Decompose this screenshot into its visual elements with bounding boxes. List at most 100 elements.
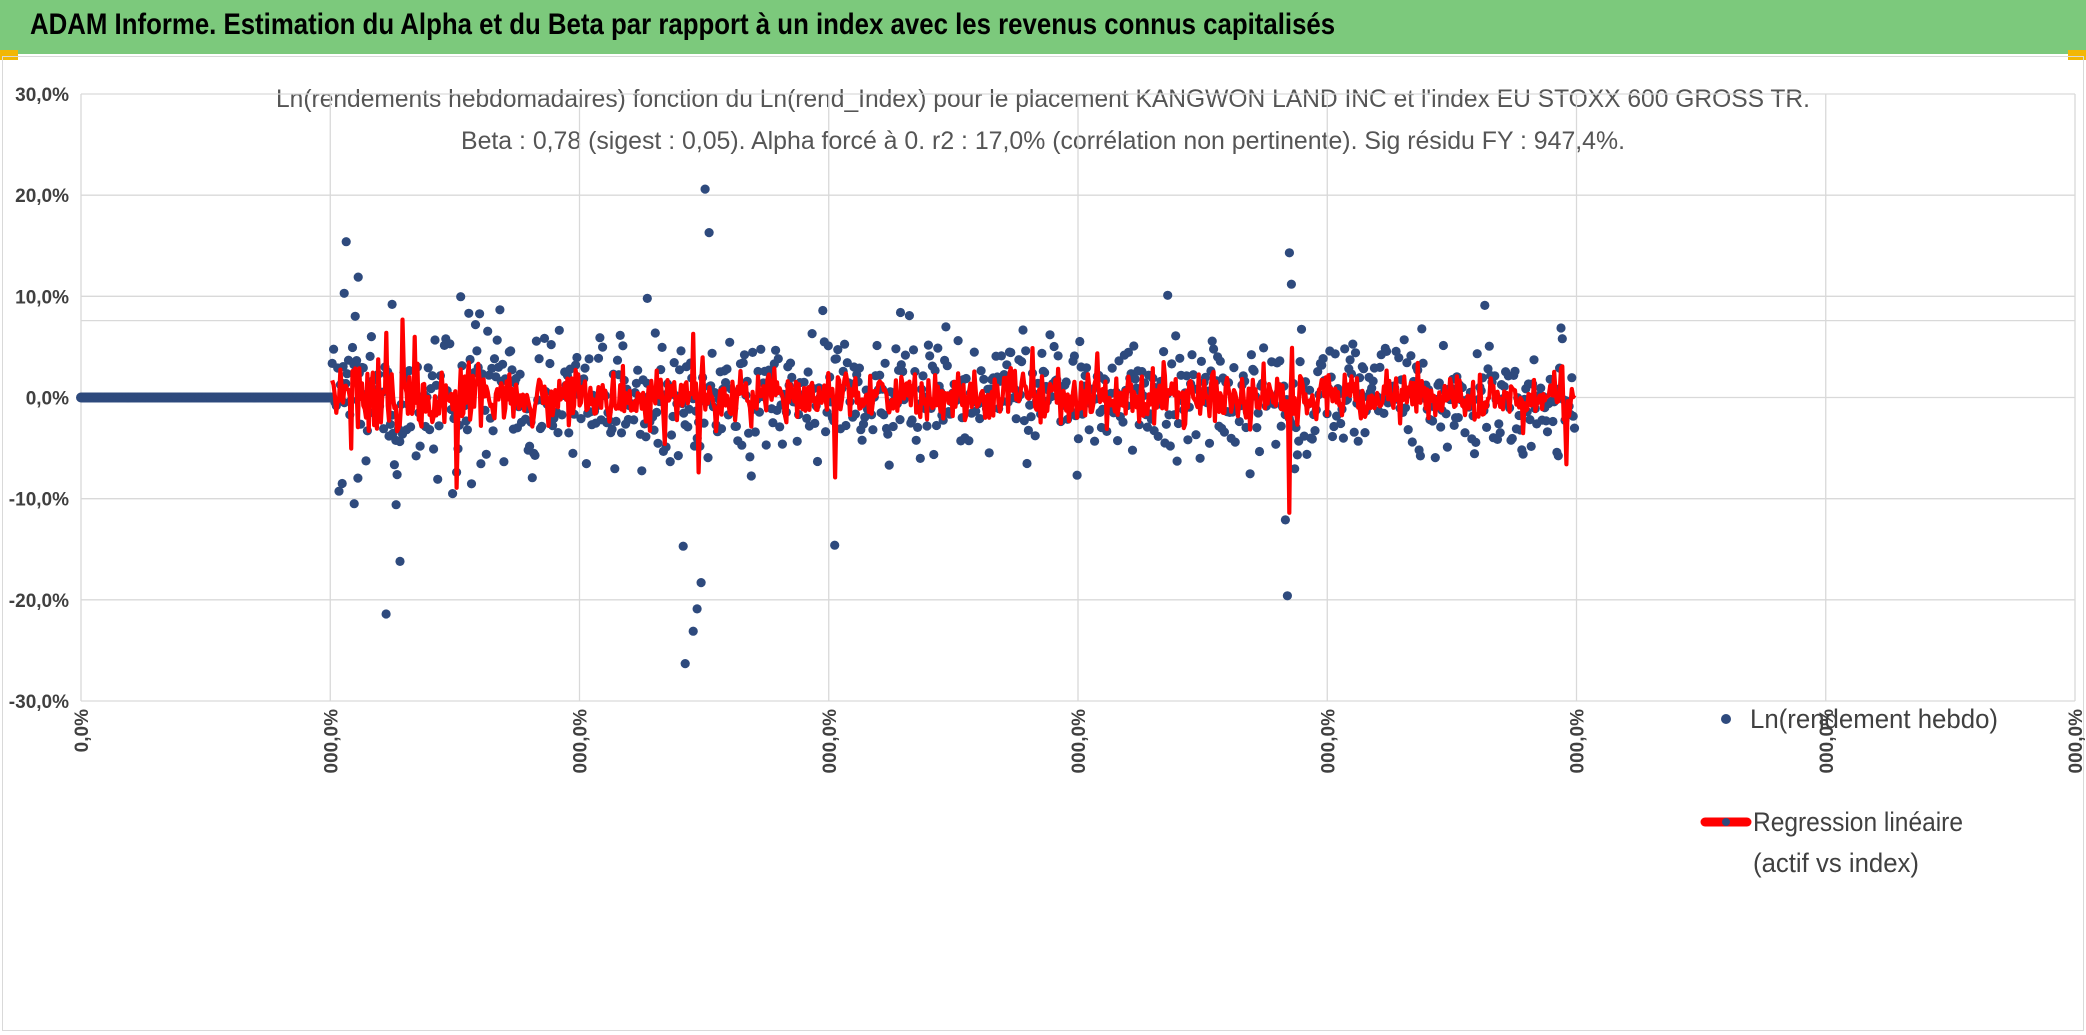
data-point	[1402, 358, 1412, 368]
data-point	[665, 457, 675, 467]
data-point	[1507, 433, 1517, 444]
data-point	[1234, 416, 1244, 427]
corner-accent-top-right	[2068, 50, 2086, 60]
data-point	[641, 432, 651, 442]
data-point	[858, 419, 869, 429]
data-point	[611, 416, 621, 426]
data-point	[1307, 434, 1317, 444]
data-point	[593, 353, 604, 363]
data-point	[692, 604, 702, 614]
x-tick-label: 000,0%	[820, 709, 841, 774]
data-point	[389, 460, 399, 470]
data-point	[1127, 445, 1138, 455]
data-point	[1026, 412, 1036, 422]
data-point	[1302, 449, 1312, 459]
y-tick-label: 10,0%	[15, 287, 69, 308]
data-point	[854, 363, 865, 373]
data-point	[929, 449, 939, 460]
data-point	[1017, 357, 1027, 367]
x-tick-label: 0,0%	[72, 709, 93, 752]
data-point	[745, 452, 755, 462]
data-point	[1053, 351, 1063, 361]
y-tick-label: 0,0%	[26, 389, 69, 410]
data-point	[462, 425, 472, 435]
x-tick-label: 000,0%	[571, 709, 592, 774]
data-point	[1434, 378, 1444, 388]
data-point	[922, 421, 932, 431]
data-point	[427, 371, 437, 381]
data-point	[1382, 346, 1392, 356]
data-point	[768, 418, 778, 428]
data-point	[616, 428, 627, 438]
regression-line-path	[330, 317, 1577, 515]
data-point	[810, 418, 820, 428]
x-tick-label: 000,0%	[1568, 709, 1589, 774]
data-point	[349, 499, 359, 509]
data-point	[1353, 436, 1363, 446]
data-point	[1460, 428, 1470, 438]
data-point	[895, 415, 905, 425]
data-point	[1153, 431, 1163, 441]
data-point	[1394, 353, 1404, 363]
data-point	[1209, 344, 1219, 354]
data-point	[1195, 453, 1205, 463]
data-point	[392, 470, 402, 480]
data-point	[554, 325, 564, 335]
data-point	[1090, 436, 1100, 446]
y-tick-label: 30,0%	[15, 85, 69, 106]
data-point	[953, 336, 963, 346]
data-point	[1368, 376, 1378, 386]
data-point	[857, 435, 867, 445]
data-point	[652, 407, 662, 417]
data-point	[1349, 427, 1359, 437]
data-point	[1123, 347, 1133, 357]
data-point	[1069, 351, 1079, 361]
data-point	[537, 421, 547, 431]
data-point	[933, 343, 943, 353]
data-point	[942, 361, 952, 371]
data-point	[931, 420, 942, 431]
data-point	[1061, 377, 1071, 387]
data-point	[1526, 441, 1536, 451]
data-point	[1230, 437, 1240, 447]
corner-accent-top-left	[0, 50, 18, 60]
data-point	[1282, 591, 1292, 601]
data-point	[1284, 248, 1294, 258]
data-point	[1006, 347, 1016, 358]
data-point	[1449, 420, 1459, 430]
data-point	[1403, 425, 1413, 435]
data-point	[534, 354, 544, 364]
data-point	[572, 352, 582, 363]
data-point	[1167, 359, 1177, 369]
data-point	[807, 329, 817, 339]
data-point	[353, 473, 363, 483]
data-point	[430, 335, 440, 345]
data-point	[1037, 348, 1047, 358]
data-point	[1484, 341, 1494, 351]
data-point	[1338, 433, 1348, 443]
data-point	[415, 441, 425, 451]
data-point	[976, 366, 986, 376]
data-point	[1295, 357, 1305, 367]
data-point	[470, 320, 481, 330]
data-point	[581, 459, 592, 469]
x-tick-label: 000,0%	[1318, 709, 1339, 774]
data-point	[831, 354, 842, 364]
data-point	[700, 184, 710, 194]
data-point	[1406, 351, 1416, 361]
data-point	[879, 410, 889, 420]
data-point	[395, 436, 405, 447]
data-point	[1018, 325, 1028, 335]
data-point	[1084, 425, 1094, 435]
data-point	[342, 369, 352, 379]
data-point	[618, 341, 628, 351]
data-point	[891, 344, 901, 354]
data-point	[1114, 356, 1124, 366]
data-point	[1499, 381, 1509, 392]
data-point	[872, 340, 882, 351]
data-point	[365, 351, 375, 361]
data-point	[1367, 383, 1377, 393]
data-point	[531, 336, 542, 346]
data-point	[1379, 408, 1389, 418]
data-point	[716, 424, 727, 434]
